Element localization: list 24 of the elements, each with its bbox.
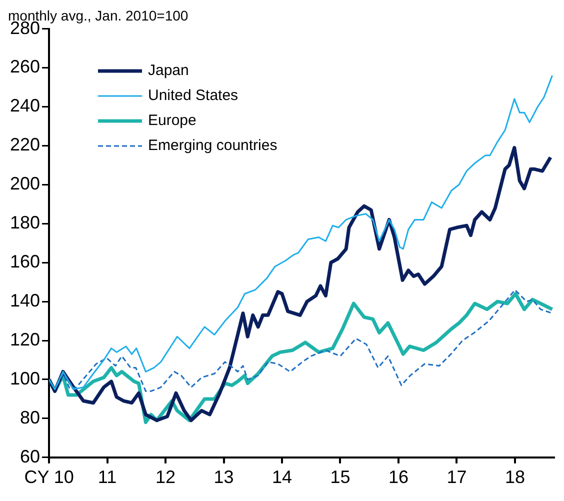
legend-label: Emerging countries xyxy=(148,136,278,156)
x-tick-label: 14 xyxy=(272,467,292,488)
x-tick-label: 15 xyxy=(330,467,350,488)
y-tick-label: 260 xyxy=(10,56,40,77)
legend-label: Europe xyxy=(148,111,196,131)
y-tick-label: 200 xyxy=(10,174,40,194)
x-tick-label: CY 10 xyxy=(24,467,74,488)
y-tick-label: 160 xyxy=(10,252,40,272)
x-tick-label: 17 xyxy=(446,467,467,488)
y-tick-label: 80 xyxy=(20,407,40,428)
y-tick-label: 120 xyxy=(10,329,40,350)
y-tick-label: 100 xyxy=(10,368,40,388)
legend-label: United States xyxy=(148,86,238,106)
y-tick-label: 140 xyxy=(10,290,40,311)
y-tick-label: 220 xyxy=(10,134,40,155)
x-tick-label: 13 xyxy=(214,467,234,488)
x-tick-label: 11 xyxy=(98,467,117,488)
y-tick-label: 240 xyxy=(10,96,40,116)
x-tick-label: 18 xyxy=(504,467,525,488)
y-tick-label: 180 xyxy=(10,212,40,233)
x-tick-label: 12 xyxy=(156,467,176,488)
legend-label: Japan xyxy=(148,61,189,81)
y-tick-label: 60 xyxy=(20,446,40,466)
x-tick-label: 16 xyxy=(388,467,409,488)
